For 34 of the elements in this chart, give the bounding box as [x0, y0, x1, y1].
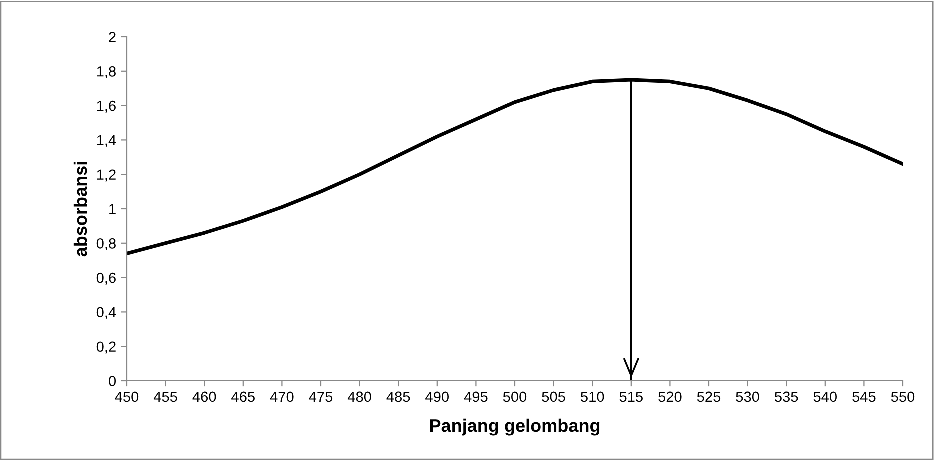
y-tick-label: 1 — [110, 204, 116, 214]
x-tick-label: 460 — [192, 392, 216, 402]
x-tick-label: 485 — [386, 392, 410, 402]
x-tick-label: 520 — [658, 392, 682, 402]
x-tick-label: 475 — [309, 392, 333, 402]
x-tick-label: 455 — [154, 392, 178, 402]
x-tick-label: 450 — [115, 392, 139, 402]
x-tick-label: 480 — [348, 392, 372, 402]
y-tick-label: 1,8 — [97, 66, 116, 79]
x-tick-label: 470 — [270, 392, 294, 402]
x-tick-label: 500 — [503, 392, 527, 402]
y-tick-label: 2 — [109, 32, 116, 42]
y-tick-label: 1,4 — [97, 135, 116, 148]
x-tick-label: 540 — [814, 392, 837, 402]
y-tick-label: 0,4 — [96, 307, 116, 320]
x-tick-label: 495 — [464, 392, 488, 402]
x-tick-label: 505 — [542, 392, 566, 402]
x-tick-label: 550 — [891, 392, 915, 402]
y-axis-title: absorbansi — [74, 162, 88, 257]
y-tick-label: 1,6 — [97, 100, 116, 113]
x-tick-label: 545 — [852, 392, 876, 402]
x-tick-label: 490 — [426, 392, 449, 402]
x-tick-label: 515 — [620, 392, 643, 402]
y-tick-label: 0,6 — [96, 272, 116, 285]
x-tick-label: 525 — [697, 392, 721, 402]
y-tick-label: 0,2 — [96, 342, 116, 354]
x-axis-title: Panjang gelombang — [430, 418, 600, 436]
x-tick-label: 465 — [232, 392, 255, 402]
y-tick-label: 0,8 — [96, 238, 116, 251]
y-tick-label: 0 — [109, 376, 116, 386]
x-tick-label: 530 — [736, 392, 760, 402]
x-tick-label: 510 — [581, 392, 604, 402]
x-tick-label: 535 — [775, 392, 798, 402]
y-tick-label: 1,2 — [97, 170, 116, 182]
